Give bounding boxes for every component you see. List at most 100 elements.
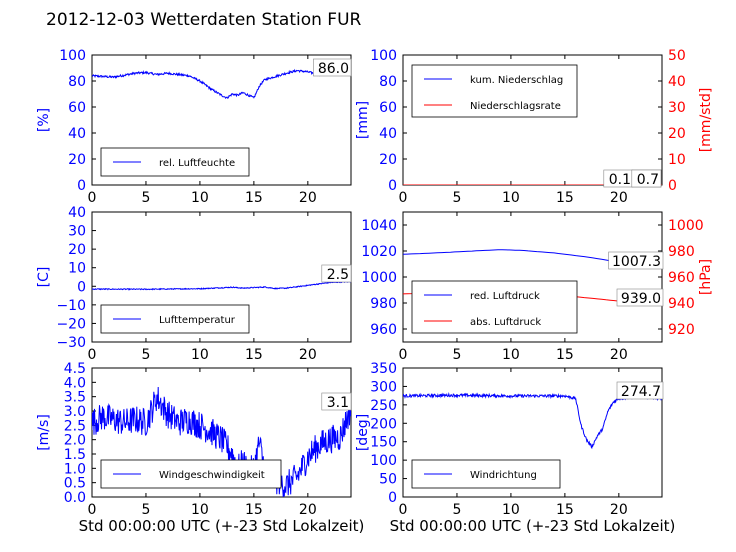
y-tick-label: 20 <box>68 242 86 258</box>
y-tick-label: −20 <box>56 316 86 332</box>
y-tick-label: 80 <box>68 74 86 90</box>
legend-label: red. Luftdruck <box>470 291 540 302</box>
y-tick-label: 0 <box>77 178 86 194</box>
series-line <box>92 68 351 99</box>
y-tick-label: 980 <box>370 296 397 312</box>
y-right-tick-label: 40 <box>668 74 686 90</box>
annotation-box <box>313 58 352 77</box>
legend-label: Lufttemperatur <box>159 315 236 326</box>
value-annotation: 274.7 <box>621 384 661 400</box>
y-right-tick-label: 980 <box>668 244 695 260</box>
y-right-tick-label: 0 <box>668 178 677 194</box>
y-tick-label: 2.5 <box>64 418 86 434</box>
x-tick-label: 0 <box>88 190 97 206</box>
x-tick-label: 5 <box>452 347 461 363</box>
x-tick-label: 15 <box>245 502 263 518</box>
y-tick-label: 1.5 <box>64 447 86 463</box>
y-tick-label: 4.5 <box>64 361 86 377</box>
y-tick-label: 20 <box>379 152 397 168</box>
y-right-tick-label: 1000 <box>668 218 704 234</box>
legend-label: abs. Luftdruck <box>470 317 541 328</box>
legend-label: kum. Niederschlag <box>470 75 563 86</box>
x-tick-label: 0 <box>399 502 408 518</box>
value-annotation: 3.1 <box>327 395 349 411</box>
y-tick-label: 60 <box>68 100 86 116</box>
y-axis-label: [%] <box>36 108 52 132</box>
y-tick-label: 100 <box>370 48 397 64</box>
y-tick-label: 3.5 <box>64 390 86 406</box>
value-annotation: 2.5 <box>327 267 349 283</box>
panel-temperature: 0 5 10 15 20 −30 −20 −10 0 10 20 30 40 [C] Lufttempera… <box>36 205 352 363</box>
legend: Lufttemperatur <box>100 304 250 334</box>
y-axis-label: [C] <box>36 267 52 288</box>
figure-title: 2012-12-03 Wetterdaten Station FUR <box>46 10 362 30</box>
y-right-tick-label: 960 <box>668 270 695 286</box>
x-tick-label: 10 <box>191 347 209 363</box>
y-tick-label: 80 <box>379 74 397 90</box>
x-tick-label: 5 <box>452 502 461 518</box>
y-tick-label: 20 <box>68 152 86 168</box>
y-right-tick-label: 20 <box>668 126 686 142</box>
y-right-tick-label: 940 <box>668 296 695 312</box>
y-right-tick-label: 50 <box>668 48 686 64</box>
x-tick-label: 0 <box>399 347 408 363</box>
y-tick-label: 4.0 <box>64 375 86 391</box>
y-tick-label: 960 <box>370 322 397 338</box>
y-tick-label: 60 <box>379 100 397 116</box>
y-axis-label-right: [hPa] <box>698 259 714 295</box>
x-tick-label: 10 <box>502 190 520 206</box>
y-right-tick-label: 920 <box>668 322 695 338</box>
x-tick-label: 20 <box>299 502 317 518</box>
series-line <box>92 280 351 291</box>
annotation-box <box>616 288 664 307</box>
x-tick-label: 15 <box>556 190 574 206</box>
annotation-box <box>631 169 662 188</box>
y-tick-label: 2.0 <box>64 433 86 449</box>
y-tick-label: 0.0 <box>64 490 86 506</box>
y-tick-label: 50 <box>379 472 397 488</box>
y-tick-label: 100 <box>370 453 397 469</box>
legend-label: Windgeschwindigkeit <box>159 470 265 481</box>
x-tick-label: 0 <box>399 190 408 206</box>
y-tick-label: 300 <box>370 379 397 395</box>
x-tick-label: 5 <box>452 190 461 206</box>
y-tick-label: 200 <box>370 416 397 432</box>
y-axis-label: [mm] <box>355 101 371 139</box>
y-tick-label: 40 <box>379 126 397 142</box>
legend-box <box>411 280 578 334</box>
y-tick-label: 0 <box>388 178 397 194</box>
annotation-box <box>616 381 664 400</box>
y-tick-label: −30 <box>56 335 86 351</box>
legend-label: rel. Luftfeuchte <box>159 158 235 169</box>
legend: rel. Luftfeuchte <box>100 147 250 177</box>
x-tick-label: 10 <box>191 502 209 518</box>
series-line <box>92 386 351 497</box>
x-tick-label: 15 <box>245 190 263 206</box>
x-tick-label: 20 <box>610 190 628 206</box>
x-tick-label: 0 <box>88 347 97 363</box>
x-tick-label: 15 <box>556 347 574 363</box>
y-tick-label: 0 <box>77 279 86 295</box>
y-tick-label: 40 <box>68 126 86 142</box>
value-annotation: 939.0 <box>621 291 661 307</box>
x-tick-label: 5 <box>141 347 150 363</box>
x-tick-label: 10 <box>502 347 520 363</box>
x-tick-label: 15 <box>245 347 263 363</box>
y-tick-label: 100 <box>59 48 86 64</box>
y-tick-label: 3.0 <box>64 404 86 420</box>
legend-label: Windrichtung <box>470 470 537 481</box>
y-axis-label-right: [mm/std] <box>698 88 714 153</box>
y-right-tick-label: 10 <box>668 152 686 168</box>
panel-windspeed: 0 5 10 15 20 0.00.51.01.52.02.53.03.54.04.5 [m… <box>36 361 364 535</box>
x-axis-label: Std 00:00:00 UTC (+-23 Std Lokalzeit) <box>390 517 676 535</box>
y-tick-label: 150 <box>370 435 397 451</box>
y-tick-label: 250 <box>370 398 397 414</box>
y-tick-label: −10 <box>56 298 86 314</box>
x-tick-label: 10 <box>502 502 520 518</box>
y-tick-label: 0 <box>388 490 397 506</box>
value-annotation: 0.1 <box>609 172 631 188</box>
legend: Windgeschwindigkeit <box>100 459 282 489</box>
y-right-tick-label: 30 <box>668 100 686 116</box>
